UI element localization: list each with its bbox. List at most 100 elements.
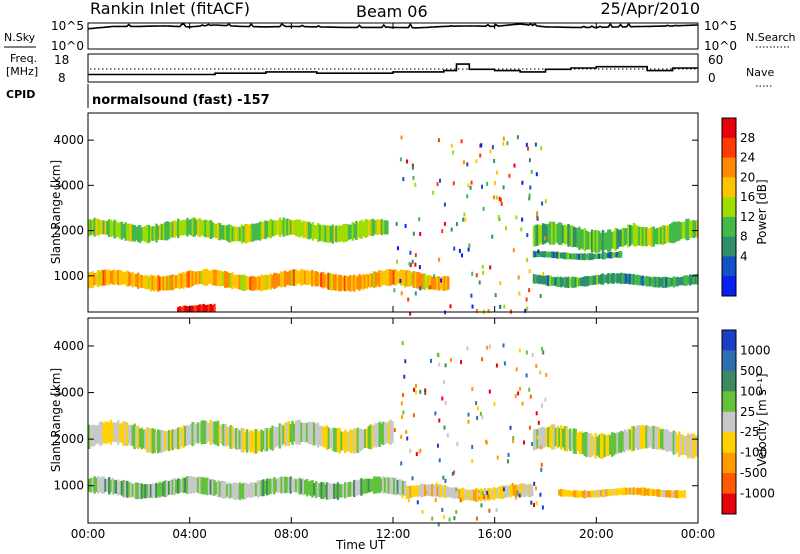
heatmap-cell [649,427,652,447]
heatmap-cell [446,433,449,438]
heatmap-cell [443,515,446,520]
heatmap-cell [639,487,643,496]
heatmap-cell [264,220,267,240]
freq-unit-label: [MHz] [6,65,38,78]
heatmap-cell [496,487,499,499]
heatmap-cell [558,252,561,259]
heatmap-cell [603,274,607,283]
heatmap-cell [672,490,676,498]
heatmap-cell [516,484,519,496]
heatmap-cell [202,303,205,312]
heatmap-cell [475,516,478,521]
heatmap-cell [260,480,263,497]
heatmap-cell [420,483,423,498]
heatmap-cell [623,273,627,284]
heatmap-cell [286,218,289,236]
heatmap-cell [619,430,623,454]
heatmap-cell [264,480,267,494]
heatmap-cell [572,490,576,498]
heatmap-cell [309,422,312,445]
heatmap-cell [109,219,113,237]
heatmap-cell [694,220,697,238]
heatmap-cell [550,424,554,450]
heatmap-cell [659,429,663,449]
heatmap-cell [570,431,574,450]
heatmap-cell [156,275,160,292]
heatmap-cell [193,271,196,285]
heatmap-cell [235,482,238,500]
heatmap-cell [353,428,356,454]
heatmap-cell [567,429,570,450]
noise-sky-label: N.Sky [4,31,36,44]
heatmap-cell [278,423,282,449]
heatmap-cell [574,490,577,498]
heatmap-cell [536,275,539,284]
heatmap-cell [260,429,263,453]
heatmap-cell [236,274,240,289]
heatmap-cell [669,277,672,287]
heatmap-cell [162,481,165,497]
heatmap-cell [269,478,272,494]
heatmap-cell [394,269,397,286]
colorbar-swatch [722,137,736,159]
heatmap-cell [195,305,198,312]
heatmap-cell [466,194,469,199]
heatmap-cell [351,275,354,291]
heatmap-cell [153,275,156,292]
heatmap-cell [277,220,280,235]
heatmap-cell [436,276,439,291]
heatmap-cell [280,220,284,235]
colorbar-swatch [722,256,736,277]
heatmap-cell [443,484,447,499]
heatmap-cell [256,276,260,291]
heatmap-cell [196,422,200,444]
heatmap-cell [676,490,679,499]
heatmap-cell [438,418,441,423]
heatmap-cell [380,270,383,287]
heatmap-cell [338,274,341,292]
heatmap-cell [344,223,347,242]
heatmap-cell [543,251,547,258]
heatmap-cell [574,227,577,247]
heatmap-cell [373,220,376,235]
heatmap-cell [471,445,474,449]
heatmap-cell [384,220,387,235]
heatmap-cell [654,228,657,244]
heatmap-cell [204,304,207,312]
heatmap-cell [549,221,552,245]
heatmap-cell [385,269,388,286]
heatmap-cell [126,480,129,498]
heatmap-cell [244,275,247,291]
heatmap-cell [589,433,592,458]
heatmap-cell [198,423,202,443]
heatmap-cell [561,252,565,259]
heatmap-cell [191,271,194,287]
heatmap-cell [580,277,583,287]
heatmap-cell [276,477,280,493]
heatmap-cell [607,489,610,497]
heatmap-cell [567,276,570,288]
heatmap-cell [515,367,518,372]
heatmap-cell [672,276,676,288]
heatmap-cell [658,427,661,450]
heatmap-cell [402,480,405,496]
heatmap-cell [187,270,191,288]
heatmap-cell [561,277,565,287]
heatmap-cell [687,433,690,459]
heatmap-cell [367,426,371,449]
heatmap-cell [470,180,473,185]
heatmap-cell [409,311,412,316]
heatmap-cell [598,275,601,284]
heatmap-cell [419,273,423,289]
heatmap-cell [451,471,454,476]
heatmap-cell [616,228,619,249]
heatmap-cell [369,273,372,288]
heatmap-cell [565,277,568,288]
colorbar-swatch [722,473,736,494]
heatmap-cell [509,425,512,430]
heatmap-cell [180,273,183,288]
heatmap-cell [282,271,285,287]
heatmap-cell [558,489,561,496]
power-ylabel: Slant Range [km] [49,160,63,264]
heatmap-cell [609,252,612,259]
